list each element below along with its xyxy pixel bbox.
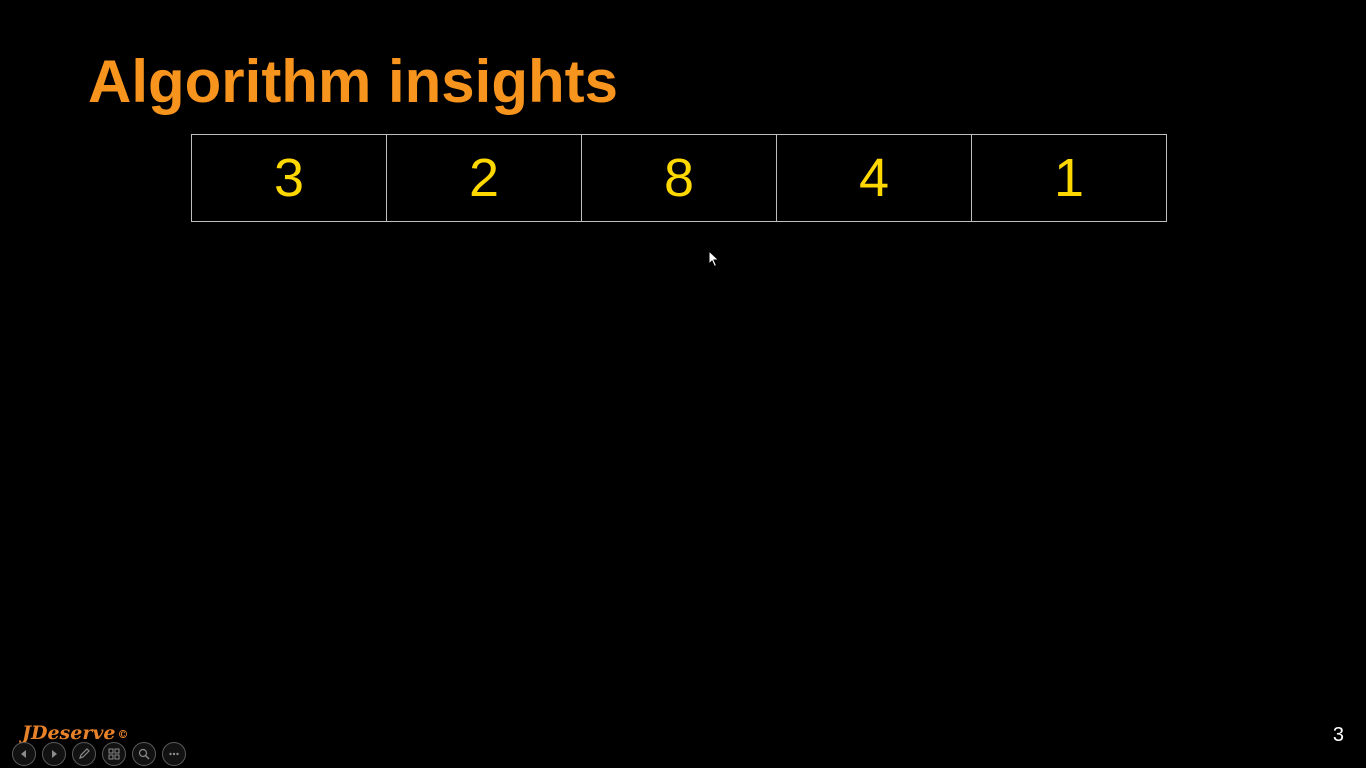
more-icon — [169, 752, 179, 756]
brand-logo-text: JDeserve — [22, 722, 116, 744]
see-all-slides-button[interactable] — [102, 742, 126, 766]
array-cell: 2 — [387, 135, 582, 221]
zoom-button[interactable] — [132, 742, 156, 766]
mouse-pointer-icon — [708, 250, 720, 268]
array-cell: 1 — [972, 135, 1167, 221]
array-cell: 4 — [777, 135, 972, 221]
slideshow-controls — [12, 742, 186, 766]
next-icon — [52, 750, 57, 758]
next-slide-button[interactable] — [42, 742, 66, 766]
previous-icon — [21, 750, 26, 758]
more-options-button[interactable] — [162, 742, 186, 766]
slide-title: Algorithm insights — [88, 48, 618, 115]
slide-page-number: 3 — [1332, 724, 1344, 746]
array-row: 3 2 8 4 1 — [191, 134, 1167, 222]
pen-tool-button[interactable] — [72, 742, 96, 766]
copyright-mark: © — [117, 727, 129, 741]
previous-slide-button[interactable] — [12, 742, 36, 766]
zoom-icon — [138, 748, 150, 760]
brand-logo: JDeserve © — [22, 722, 128, 744]
slides-icon — [108, 748, 120, 760]
array-cell: 3 — [192, 135, 387, 221]
pen-icon — [79, 748, 90, 759]
array-cell: 8 — [582, 135, 777, 221]
